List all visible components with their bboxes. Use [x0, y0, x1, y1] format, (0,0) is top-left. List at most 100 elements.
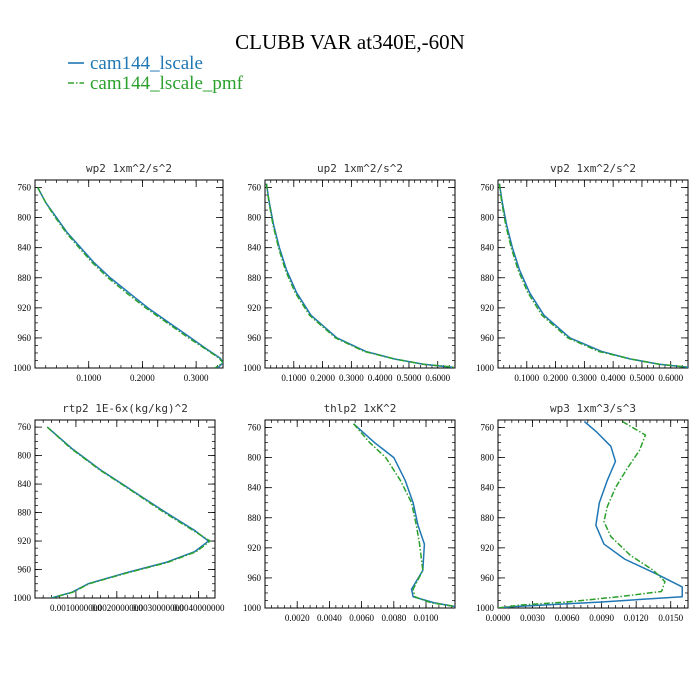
y-tick-label: 880: [248, 513, 262, 523]
x-tick-label: 0.0120: [624, 613, 649, 623]
y-tick-label: 800: [481, 453, 495, 463]
x-tick-label: 0.6000: [425, 373, 450, 383]
series-line-cam144-lscale-pmf: [46, 426, 211, 598]
series-line-cam144-lscale-pmf: [37, 187, 223, 368]
series-line-cam144-lscale: [498, 420, 683, 608]
panel-title: wp3 1xm^3/s^3: [550, 402, 636, 415]
y-tick-label: 800: [481, 213, 495, 223]
y-tick-label: 840: [248, 243, 262, 253]
y-tick-label: 920: [18, 303, 32, 313]
series-line-cam144-lscale: [46, 426, 210, 598]
x-tick-label: 0.3000: [184, 373, 209, 383]
y-tick-label: 800: [248, 213, 262, 223]
series-group: [498, 183, 688, 368]
legend-label-cam144-lscale-pmf: cam144_lscale_pmf: [90, 73, 244, 94]
y-tick-label: 1000: [476, 603, 495, 613]
series-group: [46, 426, 211, 598]
y-tick-label: 800: [248, 453, 262, 463]
x-tick-label: 0.0010000000: [50, 603, 102, 613]
x-tick-label: 0.1000: [76, 373, 101, 383]
x-tick-label: 0.0020: [285, 613, 310, 623]
x-tick-label: 0.4000: [601, 373, 626, 383]
x-tick-label: 0.3000: [339, 373, 364, 383]
x-tick-label: 0.0080: [381, 613, 406, 623]
y-tick-label: 920: [481, 303, 495, 313]
y-tick-label: 760: [18, 183, 32, 193]
y-tick-label: 840: [18, 479, 32, 489]
x-tick-label: 0.0040: [317, 613, 342, 623]
panel-2: up2 1xm^2/s^2 0.1000 0.2000 0.3000 0.4000 0.5…: [243, 162, 456, 383]
y-tick-label: 880: [481, 273, 495, 283]
x-tick-label: 0.3000: [572, 373, 597, 383]
plot-frame: [497, 419, 689, 609]
y-tick-label: 920: [248, 543, 262, 553]
series-group: [37, 187, 223, 368]
plot-frame: [264, 179, 456, 369]
panel-6: wp3 1xm^3/s^3 0.0000 0.0030 0.0060 0.0090 0.0…: [476, 402, 689, 623]
panel-4: rtp2 1E-6x(kg/kg)^2 0.00100000000.0020000…: [13, 402, 225, 613]
series-group: [265, 183, 455, 368]
series-line-cam144-lscale-pmf: [265, 183, 455, 368]
x-tick-label: 0.2000: [130, 373, 155, 383]
y-tick-label: 760: [248, 183, 262, 193]
y-tick-label: 960: [248, 573, 262, 583]
figure-title: CLUBB VAR at340E,-60N: [235, 30, 465, 54]
series-line-cam144-lscale-pmf: [498, 420, 666, 608]
y-tick-label: 960: [18, 333, 32, 343]
series-line-cam144-lscale: [37, 187, 223, 368]
x-tick-label: 0.5000: [630, 373, 655, 383]
x-tick-label: 0.0030000000: [132, 603, 184, 613]
y-tick-label: 920: [18, 536, 32, 546]
y-tick-label: 920: [481, 543, 495, 553]
x-tick-label: 0.0020000000: [91, 603, 143, 613]
y-tick-label: 920: [248, 303, 262, 313]
y-tick-label: 760: [481, 183, 495, 193]
panel-1: wp2 1xm^2/s^2 0.1000 0.2000 0.3000 760 800 840…: [13, 162, 224, 383]
series-line-cam144-lscale-pmf: [352, 423, 455, 608]
x-tick-label: 0.2000: [310, 373, 335, 383]
y-tick-label: 960: [18, 565, 32, 575]
y-tick-label: 760: [481, 423, 495, 433]
panel-3: vp2 1xm^2/s^2 0.1000 0.2000 0.3000 0.4000 0.5…: [476, 162, 689, 383]
x-tick-label: 0.5000: [397, 373, 422, 383]
x-tick-label: 0.2000: [543, 373, 568, 383]
x-tick-label: 0.0150: [658, 613, 683, 623]
y-tick-label: 1000: [13, 593, 32, 603]
series-line-cam144-lscale-pmf: [498, 183, 688, 368]
panel-title: vp2 1xm^2/s^2: [550, 162, 636, 175]
x-tick-label: 0.0100: [414, 613, 439, 623]
y-tick-label: 800: [18, 451, 32, 461]
panel-title: thlp2 1xK^2: [324, 402, 397, 415]
panel-title: up2 1xm^2/s^2: [317, 162, 403, 175]
y-tick-label: 760: [248, 423, 262, 433]
y-tick-label: 840: [481, 483, 495, 493]
x-tick-label: 0.4000: [368, 373, 393, 383]
x-tick-label: 0.6000: [658, 373, 683, 383]
x-tick-label: 0.1000: [281, 373, 306, 383]
legend: cam144_lscale cam144_lscale_pmf: [68, 53, 244, 94]
y-tick-label: 880: [18, 508, 32, 518]
x-tick-label: 0.0030: [520, 613, 545, 623]
series-group: [498, 420, 683, 608]
x-tick-label: 0.0000: [486, 613, 511, 623]
y-tick-label: 880: [248, 273, 262, 283]
y-tick-label: 880: [481, 513, 495, 523]
y-tick-label: 880: [18, 273, 32, 283]
x-tick-label: 0.0090: [589, 613, 614, 623]
y-tick-label: 760: [18, 422, 32, 432]
y-tick-label: 960: [481, 333, 495, 343]
y-tick-label: 1000: [476, 363, 495, 373]
y-tick-label: 1000: [243, 363, 262, 373]
x-tick-label: 0.1000: [514, 373, 539, 383]
panels-grid: wp2 1xm^2/s^2 0.1000 0.2000 0.3000 760 800 840…: [13, 162, 689, 623]
x-tick-label: 0.0040000000: [173, 603, 225, 613]
panel-title: rtp2 1E-6x(kg/kg)^2: [62, 402, 188, 415]
plot-frame: [34, 179, 224, 369]
legend-label-cam144-lscale: cam144_lscale: [90, 53, 203, 74]
x-tick-label: 0.0060: [349, 613, 374, 623]
panel-5: thlp2 1xK^2 0.0020 0.0040 0.0060 0.0080 0.010…: [243, 402, 456, 623]
plot-frame: [497, 179, 689, 369]
x-tick-label: 0.0060: [555, 613, 580, 623]
